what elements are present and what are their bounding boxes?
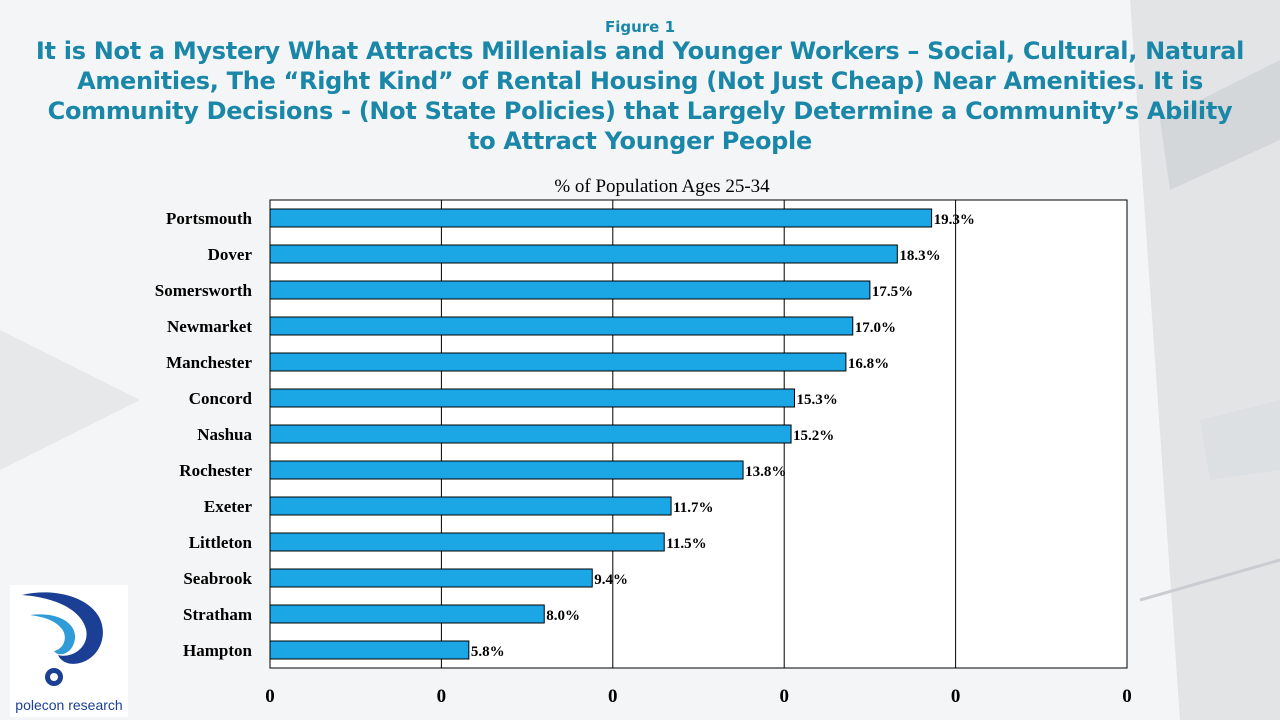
logo-swirl-icon (22, 592, 103, 686)
x-tick-label: 0 (265, 686, 275, 707)
category-label: Somersworth (155, 281, 253, 300)
bar (269, 388, 795, 408)
data-label: 17.5% (872, 284, 913, 300)
category-label: Manchester (166, 353, 252, 372)
bar (269, 316, 854, 336)
bar (269, 460, 744, 480)
x-tick-label: 0 (1122, 686, 1132, 707)
data-labels: 19.3% 18.3% 17.5% 17.0% 16.8% 15.3% 15.2% 13.8%… (471, 212, 975, 660)
data-label: 11.7% (673, 500, 713, 516)
bar (269, 532, 665, 552)
category-label: Portsmouth (166, 209, 252, 228)
data-label: 8.0% (546, 608, 580, 624)
category-label: Rochester (179, 461, 252, 480)
bar (269, 280, 871, 300)
bar (269, 244, 898, 264)
headline: It is Not a Mystery What Attracts Millen… (35, 37, 1245, 155)
data-label: 9.4% (594, 572, 628, 588)
category-label: Stratham (183, 605, 252, 624)
x-tick-label: 0 (608, 686, 618, 707)
logo-text: polecon research (15, 697, 123, 713)
bar (269, 496, 672, 516)
category-label: Dover (208, 245, 253, 264)
data-label: 17.0% (855, 320, 896, 336)
polecon-logo: polecon research (10, 585, 128, 717)
data-label: 13.8% (745, 464, 786, 480)
bar (269, 352, 847, 372)
x-tick-labels: 0 0 0 0 0 0 (265, 686, 1132, 707)
category-label: Littleton (189, 533, 253, 552)
bar (269, 604, 545, 624)
data-label: 15.2% (793, 428, 834, 444)
category-label: Hampton (183, 641, 253, 660)
x-tick-label: 0 (951, 686, 961, 707)
chart-title: % of Population Ages 25-34 (554, 176, 770, 197)
category-label: Exeter (204, 497, 253, 516)
data-label: 15.3% (796, 392, 837, 408)
category-label: Newmarket (167, 317, 252, 336)
category-label: Nashua (197, 425, 252, 444)
data-label: 19.3% (934, 212, 975, 228)
data-label: 5.8% (471, 644, 505, 660)
data-label: 11.5% (666, 536, 706, 552)
category-label: Concord (189, 389, 253, 408)
figure-label: Figure 1 (604, 18, 676, 36)
x-tick-label: 0 (779, 686, 789, 707)
x-tick-label: 0 (437, 686, 447, 707)
bar (269, 568, 593, 588)
bar (269, 208, 933, 228)
header: Figure 1 It is Not a Mystery What Attrac… (0, 18, 1280, 156)
data-label: 18.3% (899, 248, 940, 264)
data-label: 16.8% (848, 356, 889, 372)
bar (269, 640, 470, 660)
category-labels: Portsmouth Dover Somersworth Newmarket Manch… (155, 209, 253, 660)
category-label: Seabrook (183, 569, 252, 588)
bar (269, 424, 792, 444)
bars (269, 208, 933, 660)
